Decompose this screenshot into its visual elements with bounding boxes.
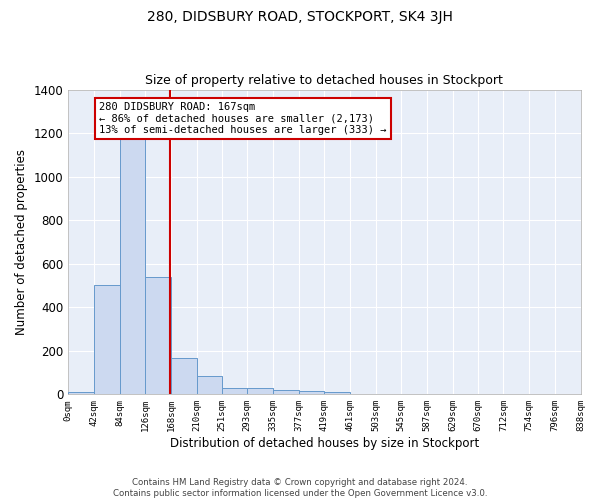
Bar — [247, 388, 273, 394]
Bar — [68, 392, 94, 394]
X-axis label: Distribution of detached houses by size in Stockport: Distribution of detached houses by size … — [170, 437, 479, 450]
Bar — [94, 286, 119, 395]
Title: Size of property relative to detached houses in Stockport: Size of property relative to detached ho… — [145, 74, 503, 87]
Bar — [197, 376, 221, 394]
Text: 280, DIDSBURY ROAD, STOCKPORT, SK4 3JH: 280, DIDSBURY ROAD, STOCKPORT, SK4 3JH — [147, 10, 453, 24]
Text: 280 DIDSBURY ROAD: 167sqm
← 86% of detached houses are smaller (2,173)
13% of se: 280 DIDSBURY ROAD: 167sqm ← 86% of detac… — [99, 102, 386, 135]
Bar — [221, 388, 247, 394]
Bar — [325, 392, 350, 394]
Bar — [171, 358, 197, 394]
Bar — [273, 390, 299, 394]
Text: Contains HM Land Registry data © Crown copyright and database right 2024.
Contai: Contains HM Land Registry data © Crown c… — [113, 478, 487, 498]
Y-axis label: Number of detached properties: Number of detached properties — [15, 149, 28, 335]
Bar — [119, 138, 145, 394]
Bar — [145, 277, 171, 394]
Bar — [299, 391, 325, 394]
